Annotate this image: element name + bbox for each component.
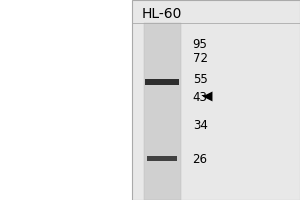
Text: 34: 34 <box>193 119 208 132</box>
Bar <box>132 0 300 200</box>
Text: 26: 26 <box>193 153 208 166</box>
Bar <box>144 23 181 200</box>
Bar <box>146 79 179 85</box>
Text: 72: 72 <box>193 52 208 65</box>
Text: 55: 55 <box>193 73 208 86</box>
Bar <box>147 156 177 161</box>
Text: 95: 95 <box>193 38 208 51</box>
Polygon shape <box>202 92 212 101</box>
Text: 43: 43 <box>193 91 208 104</box>
Text: HL-60: HL-60 <box>142 7 182 21</box>
